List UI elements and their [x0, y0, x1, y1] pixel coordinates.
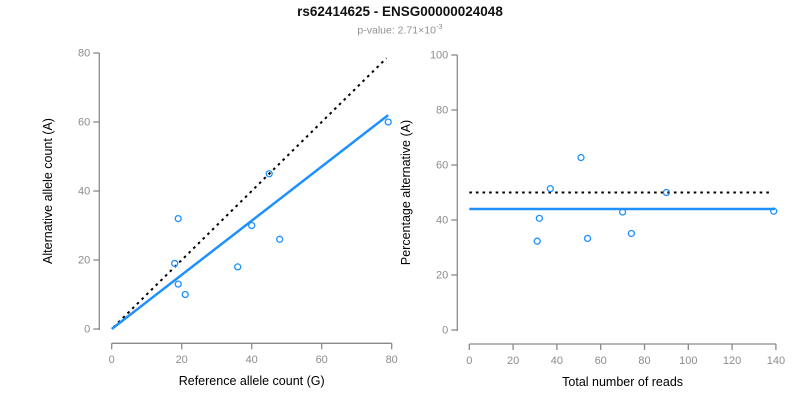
right-data-point: [577, 153, 585, 162]
right-x-tick-label: 80: [638, 355, 650, 367]
right-x-axis-label: Total number of reads: [562, 375, 683, 389]
right-chart: 0 20 40 60 80 100 0 20 40 60 80 100 120 140 Total numb…: [399, 49, 785, 388]
right-x-tick-label: 120: [723, 355, 741, 367]
right-y-tick-label: 0: [442, 324, 448, 336]
right-x-tick-label: 60: [595, 355, 607, 367]
right-data-point: [533, 237, 541, 245]
right-data-point: [627, 229, 636, 238]
left-data-point: [276, 235, 284, 243]
plot-subtitle: p-value: 2.71×10-3: [0, 22, 800, 37]
left-x-tick-label: 0: [109, 354, 115, 366]
right-x-tick-label: 40: [551, 355, 563, 367]
right-data-point: [770, 207, 778, 215]
left-y-axis-label: Alternative allele count (A): [41, 118, 55, 264]
identity-line: [112, 57, 388, 328]
right-x-tick-label: 140: [767, 355, 785, 367]
left-y-tick-label: 20: [78, 254, 90, 266]
p-value-times-ten: ×10: [418, 24, 436, 37]
left-data-point: [174, 280, 182, 288]
left-y-tick-label: 40: [78, 185, 90, 197]
right-data-point: [662, 188, 671, 197]
left-data-point: [234, 263, 242, 271]
right-data-point: [618, 208, 627, 216]
left-x-axis-label: Reference allele count (G): [179, 374, 325, 388]
left-x-tick-label: 20: [176, 354, 188, 366]
left-x-tick-label: 40: [246, 354, 258, 366]
right-y-tick-label: 60: [436, 159, 448, 171]
right-y-tick-label: 20: [436, 269, 448, 281]
right-data-point: [546, 184, 554, 193]
left-y-tick-label: 80: [78, 47, 90, 59]
left-chart: 0 20 40 60 80 0 20 40 60 80 Reference allele count…: [41, 47, 398, 388]
p-value-text: p-value: 2.71: [357, 24, 419, 37]
right-x-tick-label: 20: [507, 355, 519, 367]
left-data-point: [248, 221, 256, 230]
left-x-tick-label: 60: [316, 354, 328, 366]
right-y-tick-label: 80: [436, 104, 448, 116]
right-y-axis-label: Percentage alternative (A): [399, 120, 413, 265]
right-data-point: [583, 234, 592, 243]
p-value-exponent: -3: [435, 22, 443, 31]
left-data-point: [265, 170, 273, 178]
left-y-tick-label: 60: [78, 116, 90, 128]
right-x-tick-label: 0: [466, 355, 472, 367]
right-data-point: [535, 214, 544, 223]
left-y-tick-label: 0: [84, 323, 90, 335]
left-data-point: [174, 214, 182, 223]
left-x-tick-label: 80: [386, 354, 398, 366]
right-x-tick-label: 100: [679, 355, 697, 367]
right-y-tick-label: 100: [430, 49, 448, 61]
left-data-point: [181, 290, 189, 299]
left-data-point: [384, 118, 392, 126]
fit-line: [110, 114, 389, 330]
plot-title: rs62414625 - ENSG00000024048: [297, 4, 503, 19]
right-y-tick-label: 40: [436, 214, 448, 226]
left-data-point: [171, 259, 179, 268]
